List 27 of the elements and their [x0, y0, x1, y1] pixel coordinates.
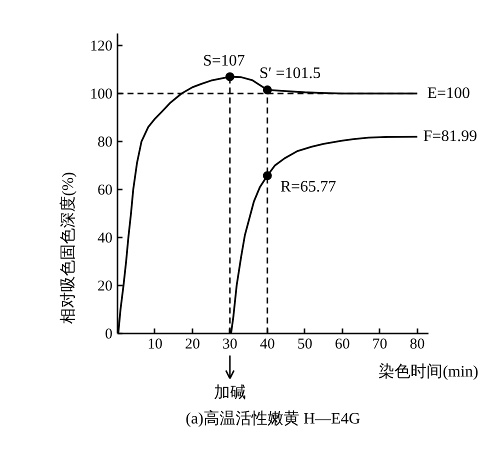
annotation: S′ =101.5 [259, 64, 321, 82]
y-tick-label: 0 [105, 326, 112, 342]
y-tick-label: 80 [98, 134, 112, 150]
point [225, 72, 234, 82]
annotation: F=81.99 [423, 128, 478, 146]
annotation: S=107 [202, 52, 245, 70]
annotation: R=65.77 [280, 178, 336, 196]
y-tick-label: 120 [90, 38, 112, 54]
x-tick-label: 50 [297, 336, 312, 352]
point [262, 85, 272, 94]
y-tick-label: 100 [90, 86, 112, 102]
x-axis-title: 染色时间(min) [378, 362, 478, 380]
annotation: E=100 [427, 85, 470, 102]
x-tick-label: 10 [147, 336, 162, 352]
point [262, 171, 272, 180]
x-tick-label: 70 [372, 336, 388, 352]
text: (a)高温活性嫩黄 H—E4G [186, 410, 361, 428]
annotation: 加碱 [214, 384, 246, 402]
y-tick-label: 40 [98, 230, 112, 246]
x-tick-label: 60 [334, 336, 350, 352]
x-tick-label: 80 [410, 336, 425, 352]
y-tick-label: 60 [98, 182, 112, 198]
y-tick-label: 20 [98, 278, 112, 294]
x-tick-label: 30 [222, 336, 238, 352]
y-axis-title: 相对吸色固色深度(%) [59, 172, 77, 324]
x-tick-label: 40 [260, 336, 275, 352]
x-tick-label: 20 [184, 336, 200, 352]
